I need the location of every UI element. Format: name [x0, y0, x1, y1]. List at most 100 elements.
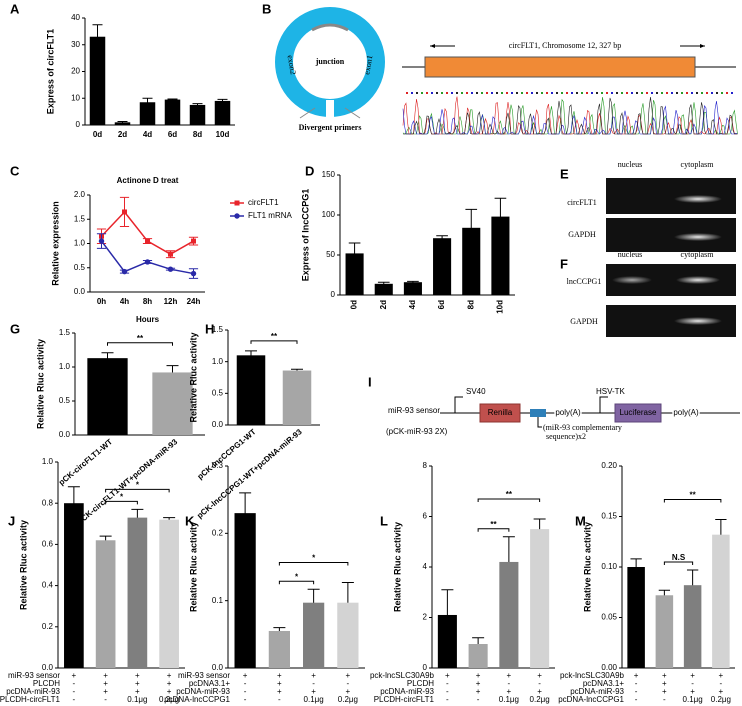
y-tick-label: 1.0	[212, 357, 224, 366]
bar	[437, 614, 457, 668]
y-axis-label: Relative Rluc activity	[188, 522, 198, 612]
y-tick-label: 6	[423, 512, 428, 521]
condition-value: -	[691, 679, 694, 688]
condition-value: -	[477, 695, 480, 704]
bar	[655, 595, 674, 668]
point	[144, 259, 151, 265]
x-tick-label: 6d	[168, 130, 177, 139]
condition-value: +	[445, 671, 450, 680]
track-title: circFLT1, Chromosome 12, 327 bp	[509, 41, 622, 50]
x-tick-label: 4d	[143, 130, 152, 139]
condition-value: -	[446, 679, 449, 688]
base-call	[636, 92, 638, 94]
condition-value: +	[507, 671, 512, 680]
base-call	[516, 92, 518, 94]
panel-e: E nucleus cytoplasm circFLT1 GAPDH	[560, 160, 736, 252]
gel-band	[674, 233, 722, 241]
condition-value: +	[277, 671, 282, 680]
significance-bracket	[250, 340, 298, 344]
base-call	[581, 92, 583, 94]
condition-label: PLCDH	[407, 679, 434, 688]
bar	[282, 370, 312, 425]
panel-b: B junction exon2 exon1 Divergent primers…	[262, 1, 738, 135]
y-tick-label: 0.2	[212, 528, 224, 537]
point	[191, 238, 196, 244]
x-tick-label: pCK-lncCCPG1-WT+pcDNA-miR-93	[195, 427, 304, 520]
condition-value: -	[635, 687, 638, 696]
y-tick-label: 10	[71, 93, 80, 102]
base-call	[621, 92, 623, 94]
bar	[403, 282, 422, 295]
condition-label: pcDNA-miR-93	[570, 687, 624, 696]
trace	[402, 97, 738, 135]
condition-value: +	[135, 671, 140, 680]
column-label: cytoplasm	[681, 160, 715, 169]
y-axis-label: Relative expression	[50, 201, 60, 286]
base-call	[566, 92, 568, 94]
condition-label: pcDNA-miR-93	[380, 687, 434, 696]
condition-value: -	[312, 679, 315, 688]
y-tick-label: 0.0	[212, 420, 224, 429]
panel-letter: K	[185, 513, 195, 528]
significance-bracket	[663, 561, 694, 566]
condition-value: 0.1μg	[499, 695, 519, 704]
condition-value: +	[243, 671, 248, 680]
primers-label: Divergent primers	[299, 123, 362, 132]
condition-value: -	[278, 695, 281, 704]
y-tick-label: 8	[423, 461, 428, 470]
condition-value: 0.1μg	[683, 695, 703, 704]
significance-bracket	[663, 499, 722, 503]
y-axis-label: Relative Rluc activity	[35, 339, 45, 429]
significance-bracket	[278, 561, 349, 566]
condition-value: -	[244, 695, 247, 704]
condition-value: +	[103, 679, 108, 688]
base-call	[536, 92, 538, 94]
condition-value: 0.1μg	[304, 695, 324, 704]
gel-band	[612, 276, 652, 284]
y-tick-label: 1.5	[74, 214, 86, 223]
y-tick-label: 0.0	[74, 287, 86, 296]
column-label: nucleus	[618, 160, 642, 169]
panel-letter: C	[10, 163, 20, 178]
condition-value: +	[277, 679, 282, 688]
condition-label: pcDNA3.1+	[583, 679, 624, 688]
panel-letter: F	[560, 256, 568, 271]
exon-label: exon2	[286, 54, 298, 75]
base-call	[576, 92, 578, 94]
site-note: sequence)x2	[546, 432, 586, 441]
panel-f: F nucleus cytoplasm lncCCPG1 GAPDH	[560, 250, 736, 337]
base-call	[596, 92, 598, 94]
bar	[491, 216, 510, 295]
condition-label: PLCDH-circFLT1	[374, 695, 435, 704]
x-tick-label: 10d	[496, 300, 505, 314]
legend-marker	[234, 213, 240, 219]
y-tick-label: 0.20	[601, 461, 617, 470]
condition-value: +	[167, 671, 172, 680]
significance-label: **	[490, 520, 497, 529]
base-call	[716, 92, 718, 94]
base-call	[411, 92, 413, 94]
condition-value: -	[635, 679, 638, 688]
y-tick-label: 0.6	[42, 540, 54, 549]
bar	[530, 529, 550, 668]
base-call	[606, 92, 608, 94]
significance-bracket	[477, 528, 510, 532]
arrowhead	[700, 44, 705, 48]
significance-label: N.S	[672, 553, 686, 562]
y-axis-label: Relative Rluc activity	[18, 520, 28, 610]
promoter-arrow	[454, 396, 463, 413]
series-line	[100, 210, 194, 256]
base-call	[526, 92, 528, 94]
base-call	[571, 92, 573, 94]
x-tick-label: 8d	[466, 300, 475, 309]
base-call	[631, 92, 633, 94]
base-call	[691, 92, 693, 94]
condition-value: +	[103, 671, 108, 680]
base-call	[681, 92, 683, 94]
condition-value: -	[244, 679, 247, 688]
base-call	[531, 92, 533, 94]
condition-label: pck-lncSLC30A9b	[560, 671, 625, 680]
y-tick-label: 0.10	[601, 562, 617, 571]
bar	[114, 122, 131, 125]
y-tick-label: 0.2	[42, 622, 54, 631]
